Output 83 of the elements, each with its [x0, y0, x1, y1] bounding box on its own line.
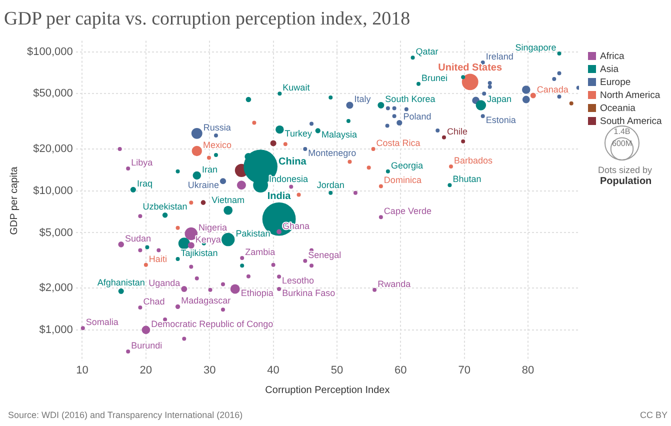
annotation: Burkina Faso	[282, 288, 336, 298]
annotation: Burundi	[131, 340, 162, 350]
y-tick-label: $50,000	[33, 88, 73, 100]
annotation: Poland	[403, 112, 432, 122]
y-tick-label: $1,000	[39, 324, 73, 336]
annotation: Barbados	[454, 156, 494, 166]
annotation: Kenya	[195, 234, 221, 244]
annotation: Somalia	[86, 317, 118, 328]
annotation: Rwanda	[378, 278, 411, 289]
annotation: Ireland	[486, 51, 514, 62]
annotation: Brunei	[422, 72, 448, 83]
x-tick-label: 70	[458, 364, 470, 376]
annotation: Sudan	[125, 233, 152, 244]
annotation: Ukraine	[188, 180, 219, 190]
legend-label: 600M	[612, 138, 632, 148]
annotation: Indonesia	[269, 174, 308, 184]
annotation: Iran	[202, 164, 218, 174]
annotation: Chile	[446, 126, 468, 136]
annotation: China	[278, 156, 307, 168]
y-axis-title: GDP per capita	[8, 166, 20, 235]
annotation: Iraq	[137, 178, 153, 189]
annotation: Turkey	[284, 128, 312, 139]
annotation: Chad	[143, 296, 165, 306]
annotation: Tajikistan	[180, 248, 218, 258]
x-tick-label: 10	[76, 364, 88, 376]
annotation: Japan	[487, 94, 512, 104]
annotation: Jordan	[316, 180, 344, 190]
annotation: Kuwait	[282, 82, 310, 93]
annotation: Senegal	[308, 250, 342, 260]
x-tick-label: 20	[140, 364, 152, 376]
x-tick-label: 60	[394, 364, 407, 376]
legend-label: 1.4B	[614, 127, 630, 136]
y-tick-label: $5,000	[39, 226, 73, 239]
annotation: Libya	[131, 157, 153, 168]
annotation: Montenegro	[308, 148, 356, 158]
x-tick-label: 80	[522, 364, 534, 376]
annotation: Uzbekistan	[142, 202, 188, 212]
annotation: Dominica	[384, 175, 422, 186]
annotation: Pakistan	[236, 228, 270, 238]
chart-title: GDP per capita vs. corruption perception index, 2018	[4, 8, 410, 30]
annotation: Costa Rica	[376, 138, 420, 148]
annotation: Italy	[354, 94, 372, 104]
legend-label: Africa	[599, 50, 626, 63]
y-tick-label: $20,000	[33, 143, 73, 156]
annotation: Madagascar	[181, 296, 231, 306]
annotation: Russia	[203, 122, 231, 132]
annotation: Georgia	[390, 160, 423, 170]
source-note: Source: WDI (2016) and Transparency International (2016)	[8, 410, 243, 420]
annotation: Estonia	[486, 115, 516, 126]
legend-label: Asia	[599, 63, 620, 76]
annotation: Cape Verde	[384, 206, 432, 216]
x-tick-label: 30	[203, 364, 216, 376]
annotation: Mexico	[202, 140, 232, 150]
annotation: Lesotho	[282, 276, 314, 286]
annotation: Haiti	[148, 254, 167, 264]
annotation: India	[267, 191, 292, 202]
legend-label: South America	[599, 115, 662, 128]
x-axis-title: Corruption Perception Index	[265, 384, 390, 396]
text: CC BY	[640, 410, 668, 420]
annotation: Vietnam	[212, 194, 245, 205]
annotation: Canada	[536, 84, 568, 94]
annotation: United States	[438, 62, 502, 74]
annotation: Democratic Republic of Congo	[151, 318, 274, 329]
annotation: Qatar	[416, 46, 438, 57]
annotation: South Korea	[385, 94, 436, 104]
annotation: Bhutan	[452, 174, 482, 184]
y-tick-label: $10,000	[33, 184, 73, 197]
text: Dots sized by	[598, 165, 652, 175]
legend-label: North America	[599, 89, 662, 102]
text: Population	[600, 176, 652, 187]
y-tick-label: $100,000	[26, 46, 73, 58]
legend-label: Europe	[599, 76, 632, 89]
x-tick-label: 40	[267, 364, 280, 376]
annotation: Ethiopia	[240, 288, 274, 298]
annotation: Afghanistan	[97, 277, 145, 288]
legend-label: Oceania	[599, 102, 636, 115]
annotation: Malaysia	[321, 130, 357, 140]
annotation: Nigeria	[198, 222, 228, 233]
annotation: Zambia	[245, 247, 276, 258]
annotation: Uganda	[148, 278, 180, 288]
annotation: Singapore	[515, 42, 556, 52]
y-tick-label: $2,000	[39, 282, 73, 294]
x-tick-label: 50	[330, 364, 344, 376]
